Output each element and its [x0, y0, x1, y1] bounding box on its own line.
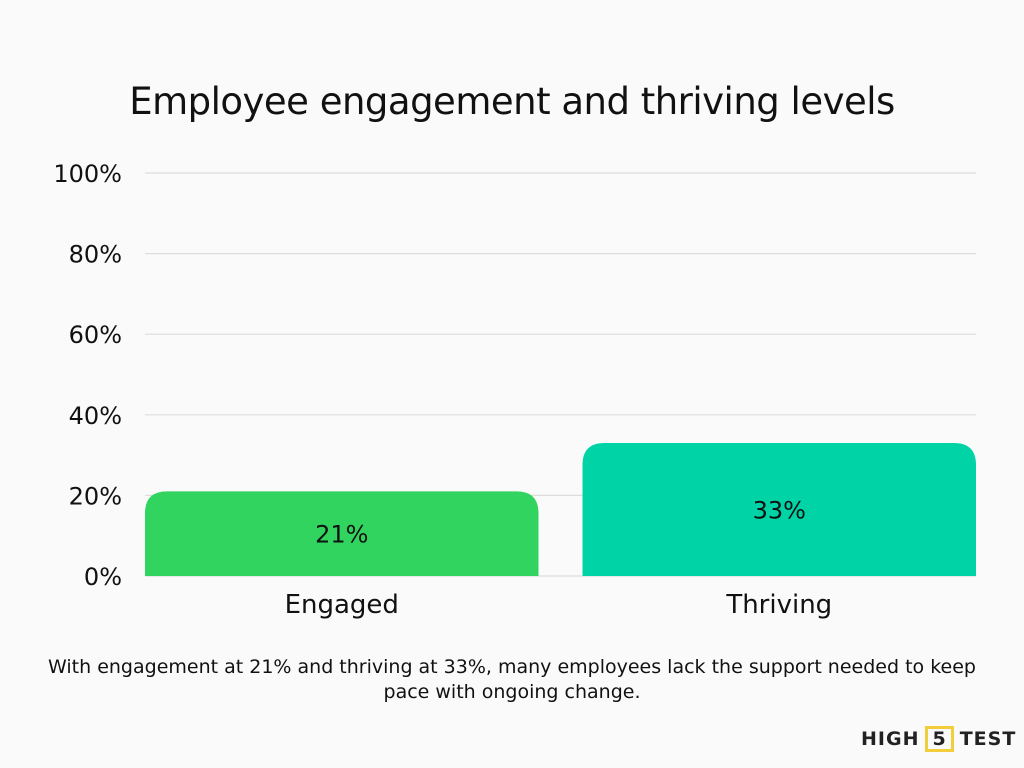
- bar-thriving: [582, 443, 976, 576]
- y-tick-label: 0%: [84, 563, 122, 591]
- bar-engaged: [145, 491, 539, 576]
- x-tick-label: Engaged: [285, 590, 399, 620]
- logo-text-test: TEST: [959, 728, 1017, 750]
- high5test-logo: HIGH 5 TEST: [861, 726, 1016, 752]
- data-label: 21%: [315, 521, 368, 549]
- chart-caption: With engagement at 21% and thriving at 3…: [48, 656, 976, 703]
- y-tick-label: 40%: [69, 402, 122, 430]
- logo-text-5: 5: [925, 726, 954, 752]
- y-tick-label: 20%: [69, 482, 122, 510]
- data-label: 33%: [753, 497, 806, 525]
- x-tick-label: Thriving: [725, 590, 832, 620]
- y-tick-label: 100%: [53, 160, 122, 188]
- logo-text-high: HIGH: [861, 728, 920, 750]
- y-tick-label: 80%: [69, 241, 122, 269]
- y-tick-label: 60%: [69, 321, 122, 349]
- chart-title: Employee engagement and thriving levels: [129, 80, 895, 123]
